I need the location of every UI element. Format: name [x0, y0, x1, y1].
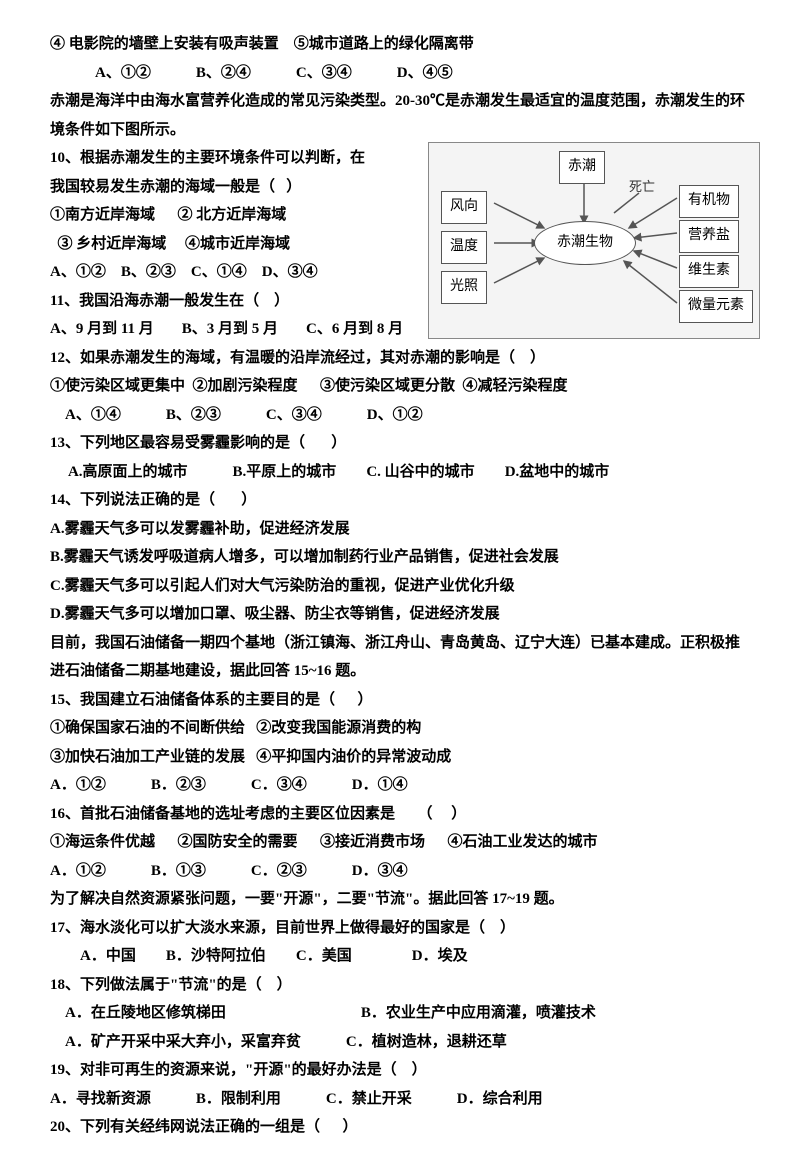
q18-stem: 18、下列做法属于"节流"的是（ ） [50, 971, 750, 1000]
opt-b: B.平原上的城市 [233, 464, 337, 480]
opt-a: A、①② [50, 264, 106, 280]
diagram-right-1: 营养盐 [679, 220, 739, 253]
q12-stem: 12、如果赤潮发生的海域，有温暖的沿岸流经过，其对赤潮的影响是（ ） [50, 344, 750, 373]
opt-a: A.高原面上的城市 [68, 464, 188, 480]
opt-c: C、③④ [296, 65, 352, 81]
q12-items: ①使污染区域更集中 ②加剧污染程度 ③使污染区域更分散 ④减轻污染程度 [50, 372, 750, 401]
opt-b: B．②③ [151, 777, 206, 793]
passage-2: 目前，我国石油储备一期四个基地（浙江镇海、浙江舟山、青岛黄岛、辽宁大连）已基本建… [50, 629, 750, 686]
q14-b: B.雾霾天气诱发呼吸道病人增多，可以增加制药行业产品销售，促进社会发展 [50, 543, 750, 572]
q17-stem: 17、海水淡化可以扩大淡水来源，目前世界上做得最好的国家是（ ） [50, 914, 750, 943]
opt-d: D.盆地中的城市 [505, 464, 610, 480]
opt-a: A．①② [50, 863, 106, 879]
q16-items: ①海运条件优越 ②国防安全的需要 ③接近消费市场 ④石油工业发达的城市 [50, 828, 750, 857]
diagram-center: 赤潮生物 [534, 221, 636, 265]
opt-d: C．植树造林，退耕还草 [346, 1034, 507, 1050]
opt-d: D、③④ [262, 264, 318, 280]
opt-b: B．①③ [151, 863, 206, 879]
passage-3: 为了解决自然资源紧张问题，一要"开源"，二要"节流"。据此回答 17~19 题。 [50, 885, 750, 914]
diagram-right-3: 微量元素 [679, 290, 753, 323]
opt-d: D、④⑤ [397, 65, 453, 81]
opt-b: B、3 月到 5 月 [182, 315, 278, 344]
opt-c: C．③④ [251, 777, 307, 793]
q19-stem: 19、对非可再生的资源来说，"开源"的最好办法是（ ） [50, 1056, 750, 1085]
opt-c: A．矿产开采中采大弃小，采富弃贫 [65, 1034, 301, 1050]
diagram-right-0: 有机物 [679, 185, 739, 218]
opt-d: D、①② [367, 407, 423, 423]
q17-opts: A．中国 B．沙特阿拉伯 C．美国 D．埃及 [50, 942, 750, 971]
opt-c: C、6 月到 8 月 [306, 315, 403, 344]
opt-a: A、①④ [65, 407, 121, 423]
q15-opts: A．①② B．②③ C．③④ D．①④ [50, 771, 750, 800]
opt-c: C、①④ [191, 264, 247, 280]
opt-c: C．美国 [296, 948, 352, 964]
q13-stem: 13、下列地区最容易受雾霾影响的是（ ） [50, 429, 750, 458]
opt-d: D．③④ [352, 863, 408, 879]
q15-stem: 15、我国建立石油储备体系的主要目的是（ ） [50, 686, 750, 715]
q12-opts: A、①④ B、②③ C、③④ D、①② [50, 401, 750, 430]
opt-c: C．禁止开采 [326, 1091, 412, 1107]
opt-a: A、9 月到 11 月 [50, 315, 154, 344]
opt-b: B、②④ [196, 65, 251, 81]
q14-stem: 14、下列说法正确的是（ ） [50, 486, 750, 515]
q16-stem: 16、首批石油储备基地的选址考虑的主要区位因素是 （ ） [50, 800, 750, 829]
opt-c: C. 山谷中的城市 [366, 464, 474, 480]
q10-stem1: 10、根据赤潮发生的主要环境条件可以判断，在 [50, 144, 430, 173]
red-tide-diagram: 死亡 赤潮 赤潮生物 风向 温度 光照 有机物 营养盐 维生素 微量元素 [428, 142, 760, 339]
opt-b: B、②③ [166, 407, 221, 423]
diagram-top: 赤潮 [559, 151, 605, 184]
q9-stems: ④ 电影院的墙壁上安装有吸声装置 ⑤城市道路上的绿化隔离带 [50, 30, 750, 59]
opt-d: D．埃及 [412, 948, 468, 964]
q14-d: D.雾霾天气多可以增加口罩、吸尘器、防尘衣等销售，促进经济发展 [50, 600, 750, 629]
diagram-left-2: 光照 [441, 271, 487, 304]
q10-items: ①南方近岸海域 ② 北方近岸海域 [50, 201, 430, 230]
q14-c: C.雾霾天气多可以引起人们对大气污染防治的重视，促进产业优化升级 [50, 572, 750, 601]
diagram-right-2: 维生素 [679, 255, 739, 288]
q18-row2: A．矿产开采中采大弃小，采富弃贫 C．植树造林，退耕还草 [50, 1028, 750, 1057]
q13-opts: A.高原面上的城市 B.平原上的城市 C. 山谷中的城市 D.盆地中的城市 [50, 458, 750, 487]
opt-a: A．①② [50, 777, 106, 793]
q20-stem: 20、下列有关经纬网说法正确的一组是（ ） [50, 1113, 750, 1142]
q10-stem2: 我国较易发生赤潮的海域一般是（ ） [50, 173, 430, 202]
opt-c: C．②③ [251, 863, 307, 879]
passage-1: 赤潮是海洋中由海水富营养化造成的常见污染类型。20-30℃是赤潮发生最适宜的温度… [50, 87, 750, 144]
diagram-left-1: 温度 [441, 231, 487, 264]
opt-c: C、③④ [266, 407, 322, 423]
q18-row1: A．在丘陵地区修筑梯田 B．农业生产中应用滴灌，喷灌技术 [50, 999, 750, 1028]
opt-d: D．综合利用 [457, 1091, 543, 1107]
opt-b: B．农业生产中应用滴灌，喷灌技术 [361, 1005, 596, 1021]
opt-a: A．寻找新资源 [50, 1091, 151, 1107]
q19-opts: A．寻找新资源 B．限制利用 C．禁止开采 D．综合利用 [50, 1085, 750, 1114]
q16-opts: A．①② B．①③ C．②③ D．③④ [50, 857, 750, 886]
q14-a: A.雾霾天气多可以发雾霾补助，促进经济发展 [50, 515, 750, 544]
svg-text:死亡: 死亡 [629, 179, 655, 194]
q15-items2: ③加快石油加工产业链的发展 ④平抑国内油价的异常波动成 [50, 743, 750, 772]
opt-b: B．沙特阿拉伯 [166, 948, 266, 964]
opt-a: A、①② [95, 65, 151, 81]
opt-a: A．中国 [80, 948, 136, 964]
q9-options: A、①② B、②④ C、③④ D、④⑤ [50, 59, 750, 88]
q10-opts: A、①② B、②③ C、①④ D、③④ [50, 258, 430, 287]
opt-b: B、②③ [121, 264, 176, 280]
opt-b: B．限制利用 [196, 1091, 281, 1107]
opt-a: A．在丘陵地区修筑梯田 [65, 1005, 226, 1021]
diagram-left-0: 风向 [441, 191, 487, 224]
q15-items1: ①确保国家石油的不间断供给 ②改变我国能源消费的构 [50, 714, 750, 743]
q10-items2: ③ 乡村近岸海域 ④城市近岸海域 [50, 230, 430, 259]
opt-d: D．①④ [352, 777, 408, 793]
